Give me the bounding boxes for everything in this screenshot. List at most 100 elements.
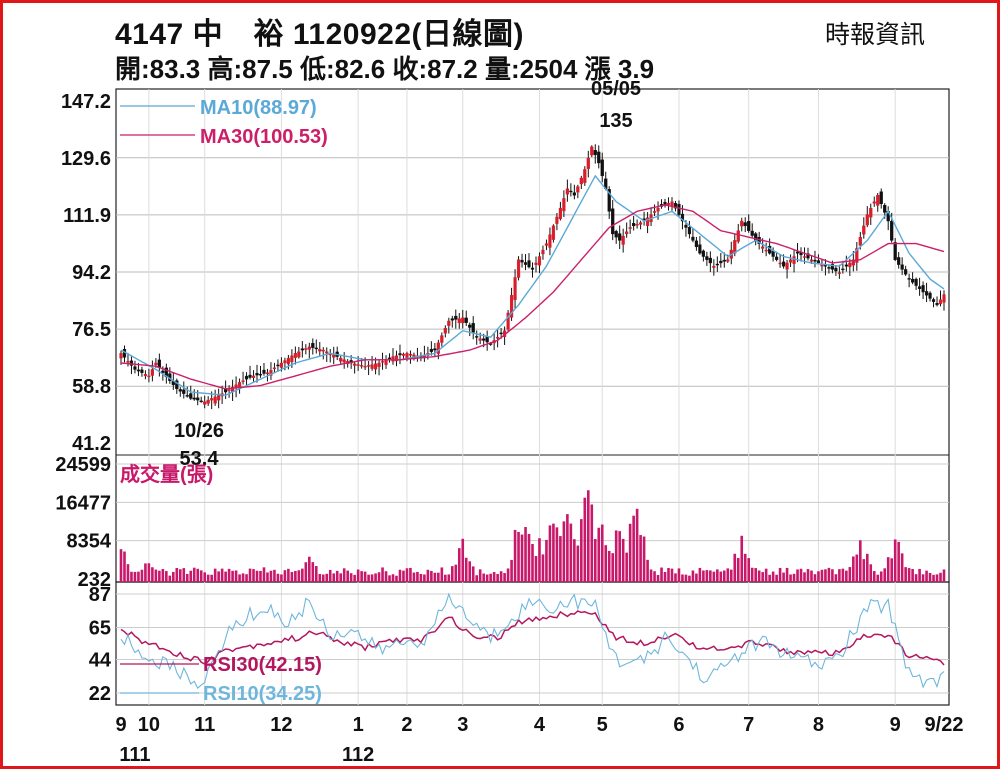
volume-bar — [559, 536, 562, 582]
volume-bar — [374, 573, 377, 582]
grid-lines — [115, 88, 950, 706]
price-volume-border — [115, 88, 950, 583]
candle-body — [924, 291, 929, 296]
candle-body — [600, 159, 604, 177]
candle-body — [297, 351, 301, 358]
volume-bar — [321, 574, 325, 582]
volume-bar — [890, 558, 893, 582]
candle-body — [286, 357, 290, 365]
candle-body — [712, 265, 716, 268]
candle-body — [708, 257, 712, 264]
volume-bar — [743, 553, 747, 582]
candle-body — [931, 299, 936, 302]
x-tick-label: 12 — [270, 714, 292, 736]
volume-bar — [210, 574, 213, 582]
volume-bar — [775, 574, 778, 582]
candle-body — [781, 261, 786, 267]
candle-body — [436, 342, 440, 354]
rsi-tick-label: 87 — [89, 584, 111, 606]
volume-bar — [792, 573, 796, 582]
volume-bar — [614, 530, 618, 582]
candle-body — [611, 208, 615, 235]
candle-body — [213, 396, 217, 404]
volume-bar — [729, 569, 733, 582]
candle-body — [461, 317, 465, 324]
volume-bar — [573, 539, 576, 582]
candle-body — [771, 250, 775, 257]
candle-body — [778, 262, 782, 265]
volume-bar — [151, 567, 154, 582]
candle-body — [314, 347, 318, 350]
candle-body — [248, 374, 252, 378]
candle-body — [806, 253, 810, 259]
candle-body — [387, 357, 392, 360]
volume-bar — [925, 570, 928, 582]
candle-body — [586, 157, 590, 169]
candle-body — [890, 220, 894, 241]
volume-bar — [527, 533, 531, 582]
candle-body — [185, 395, 189, 397]
low-annotation-date: 10/26 — [174, 420, 224, 442]
volume-bar — [789, 574, 792, 582]
candle-body — [384, 359, 388, 365]
volume-bar — [674, 573, 677, 582]
candle-body — [534, 262, 538, 265]
price-tick-label: 58.8 — [72, 376, 111, 398]
x-tick-label: 5 — [597, 714, 608, 736]
volume-bar — [301, 568, 304, 582]
low-annotation-value: 53.4 — [180, 448, 220, 470]
candle-body — [530, 267, 535, 270]
volume-bar — [548, 525, 552, 582]
volume-bar — [897, 541, 900, 582]
candle-body — [496, 336, 500, 339]
volume-bar — [409, 567, 412, 582]
candle-body — [217, 395, 221, 401]
x-tick-label: 8 — [813, 714, 824, 736]
candle-body — [520, 259, 524, 263]
candle-body — [656, 207, 660, 212]
volume-bar — [771, 571, 775, 582]
volume-bar — [562, 521, 566, 582]
volume-bar — [402, 570, 405, 582]
volume-bar — [496, 574, 499, 582]
candle-body — [715, 263, 719, 266]
volume-bar — [220, 568, 224, 582]
volume-bar — [395, 575, 398, 582]
candle-body — [199, 400, 203, 403]
rsi10-legend-label: RSI10(34.25) — [203, 683, 322, 705]
volume-bar — [817, 571, 820, 582]
volume-bar — [126, 564, 130, 582]
x-tick-label: 9 — [115, 714, 126, 736]
candle-body — [569, 190, 573, 193]
candle-body — [736, 230, 740, 242]
volume-bar — [196, 568, 200, 582]
rsi-tick-label: 65 — [89, 618, 111, 640]
volume-bar — [928, 572, 932, 582]
price-tick-label: 41.2 — [72, 433, 111, 455]
candle-body — [307, 346, 311, 350]
candle-body — [904, 269, 908, 275]
volume-bar — [349, 573, 353, 582]
candle-body — [251, 375, 256, 378]
volume-bar — [820, 569, 824, 582]
volume-bar — [287, 568, 290, 582]
volume-bar — [123, 551, 126, 582]
volume-bar — [510, 559, 513, 582]
candle-body — [353, 363, 357, 366]
volume-bar — [583, 497, 587, 582]
candle-body — [523, 262, 528, 265]
volume-bar — [335, 570, 339, 582]
volume-bar — [137, 571, 140, 582]
candle-body — [255, 373, 259, 376]
volume-bar — [538, 538, 541, 582]
candle-body — [527, 260, 531, 268]
volume-bar — [855, 554, 859, 582]
volume-bar — [189, 570, 193, 582]
candle-body — [318, 349, 322, 352]
candle-body — [373, 363, 378, 370]
volume-bar — [283, 570, 287, 582]
stock-chart: MA10(88.97)MA30(100.53)05/0513510/2653.4… — [55, 78, 963, 766]
volume-bar — [437, 572, 440, 582]
volume-bar — [580, 519, 583, 582]
volume-panel: 成交量(張) — [119, 462, 946, 582]
